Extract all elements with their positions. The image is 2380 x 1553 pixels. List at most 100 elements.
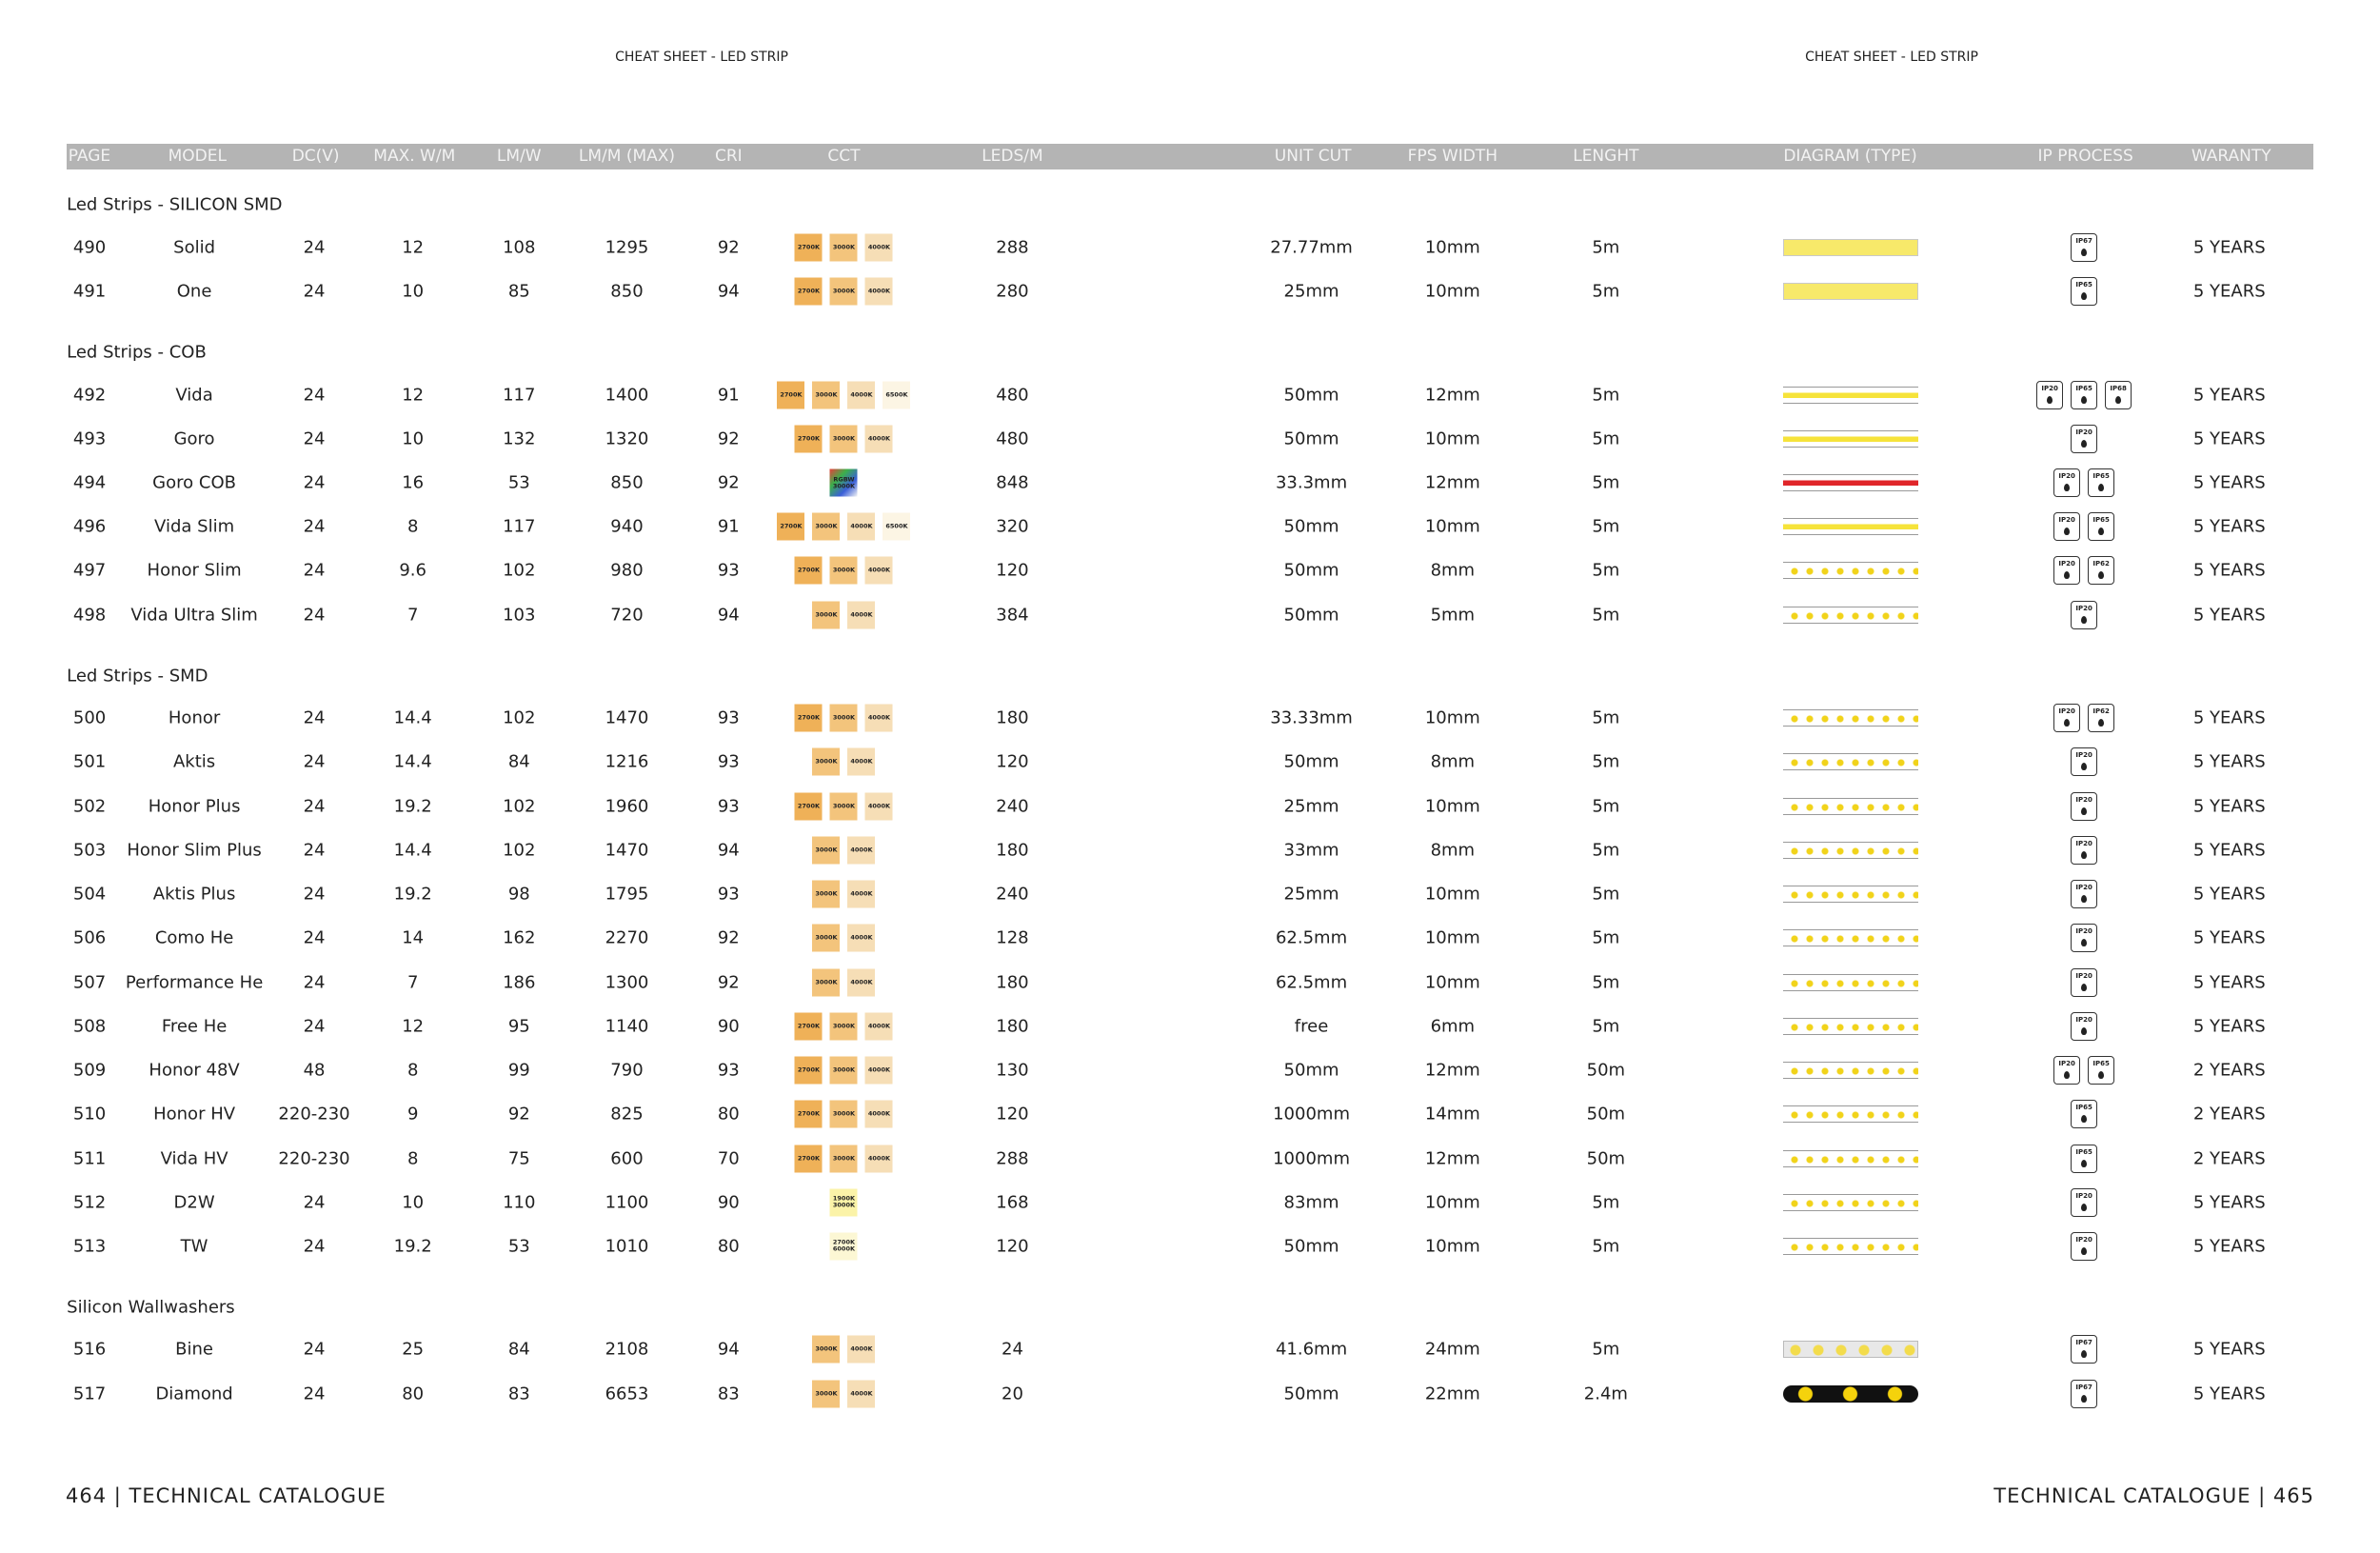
cell-value: 5m <box>1592 472 1620 493</box>
cell-value: 5 YEARS <box>2192 472 2266 493</box>
strip-diagram <box>1782 1193 1918 1211</box>
cct-chip: 3000K <box>829 233 858 262</box>
ip-badge: IP20 <box>2053 556 2081 586</box>
cell-value: 92 <box>717 428 740 449</box>
strip-diagram <box>1782 606 1918 624</box>
cell-value: 25mm <box>1283 796 1339 817</box>
footer-right: TECHNICAL CATALOGUE | 465 <box>1993 1484 2314 1507</box>
cell-value: 2270 <box>605 927 649 948</box>
ip-label: IP20 <box>2058 516 2075 525</box>
cell-value: 2 YEARS <box>2192 1148 2266 1169</box>
cell-value: 94 <box>717 281 740 302</box>
cell-value: 50mm <box>1283 385 1339 406</box>
strip-diagram <box>1782 386 1918 404</box>
cct-chip: 4000K <box>847 747 876 776</box>
cell-value: 384 <box>996 605 1029 626</box>
cell-value: 5m <box>1592 237 1620 258</box>
cell-value: 84 <box>507 1339 530 1360</box>
cct-chips: 2700K 3000K 4000K 6500K <box>777 512 911 541</box>
cell-value: 5 YEARS <box>2192 927 2266 948</box>
ip-label: IP62 <box>2092 707 2110 716</box>
cell-value: 14 <box>402 927 425 948</box>
cct-chip: 2700K <box>794 1100 823 1128</box>
ip-label: IP20 <box>2075 751 2092 760</box>
ip-badges: IP20 <box>2071 600 2098 629</box>
cell-value: 10 <box>402 428 425 449</box>
ip-label: IP20 <box>2075 884 2092 892</box>
cell-value: 5mm <box>1430 605 1476 626</box>
cell-value: 5m <box>1592 1339 1620 1360</box>
cct-chip: 2700K <box>777 512 805 541</box>
page-number: 497 <box>72 560 107 581</box>
cell-value: 162 <box>503 927 536 948</box>
page-number: 491 <box>72 281 107 302</box>
cell-value: 5 YEARS <box>2192 796 2266 817</box>
cct-chips: 3000K 4000K <box>812 1335 876 1364</box>
cell-value: 24 <box>303 1339 326 1360</box>
cell-value: 102 <box>503 840 536 861</box>
column-header: LM/M (MAX) <box>578 147 676 167</box>
cell-value: 8mm <box>1430 751 1476 772</box>
strip-diagram <box>1782 973 1918 991</box>
cct-chip: 4000K <box>864 233 893 262</box>
strip-diagram <box>1782 429 1918 448</box>
strip-diagram <box>1782 1105 1918 1124</box>
page-number: 509 <box>72 1060 107 1081</box>
cell-value: 50m <box>1586 1060 1626 1081</box>
model: Diamond <box>155 1384 233 1404</box>
cct-chip: 3000K <box>829 704 858 732</box>
cct-chip: 4000K <box>864 704 893 732</box>
cell-value: 5m <box>1592 707 1620 728</box>
ip-icon <box>2081 850 2088 859</box>
ip-badge: IP20 <box>2053 704 2081 733</box>
cell-value: 1960 <box>605 796 649 817</box>
cct-chip: 4000K <box>864 1100 893 1128</box>
cct-chip: 3000K <box>812 381 841 409</box>
cell-value: 14.4 <box>393 840 432 861</box>
page-number: 511 <box>72 1148 107 1169</box>
model: Honor Slim Plus <box>127 840 262 861</box>
ip-icon <box>2081 1159 2088 1167</box>
ip-badges: IP20 IP62 <box>2053 556 2115 586</box>
ip-icon <box>2081 395 2088 404</box>
column-header: DC(V) <box>291 147 340 167</box>
cell-value: 12 <box>402 237 425 258</box>
ip-badge: IP20 <box>2053 1056 2081 1085</box>
ip-label: IP65 <box>2092 516 2110 525</box>
cell-value: 6mm <box>1430 1016 1476 1037</box>
cct-chip: 4000K <box>847 1380 876 1408</box>
cell-value: 33.3mm <box>1275 472 1348 493</box>
cct-chip: 4000K <box>864 425 893 453</box>
cell-value: 24 <box>303 1384 326 1404</box>
ip-badge: IP65 <box>2071 1144 2098 1173</box>
page-number: 502 <box>72 796 107 817</box>
ip-badges: IP20 IP65 <box>2053 512 2115 542</box>
cell-value: 7 <box>407 605 419 626</box>
cell-value: 7 <box>407 972 419 993</box>
column-header: MAX. W/M <box>373 147 456 167</box>
cell-value: 110 <box>503 1192 536 1213</box>
cct-chip: 4000K <box>847 601 876 629</box>
ip-badge: IP65 <box>2088 1056 2115 1085</box>
cell-value: 50mm <box>1283 560 1339 581</box>
cct-chip: 2700K <box>794 277 823 306</box>
ip-label: IP20 <box>2075 971 2092 980</box>
cell-value: 50mm <box>1283 751 1339 772</box>
ip-label: IP20 <box>2075 604 2092 612</box>
page-number: 517 <box>72 1384 107 1404</box>
cct-chips: RGBW 3000K <box>829 468 858 497</box>
cell-value: 5m <box>1592 840 1620 861</box>
cell-value: 5 YEARS <box>2192 1016 2266 1037</box>
cell-value: 220-230 <box>278 1104 350 1125</box>
cct-chip: 3000K <box>812 747 841 776</box>
page-number: 494 <box>72 472 107 493</box>
cell-value: 5m <box>1592 927 1620 948</box>
cell-value: 80 <box>717 1104 740 1125</box>
cct-chip: 4000K <box>847 1335 876 1364</box>
ip-badges: IP20 IP65 <box>2053 1056 2115 1085</box>
ip-badge: IP67 <box>2071 1335 2098 1364</box>
cell-value: 5m <box>1592 428 1620 449</box>
cell-value: 50mm <box>1283 1236 1339 1257</box>
cell-value: 1295 <box>605 237 649 258</box>
strip-diagram <box>1782 753 1918 771</box>
